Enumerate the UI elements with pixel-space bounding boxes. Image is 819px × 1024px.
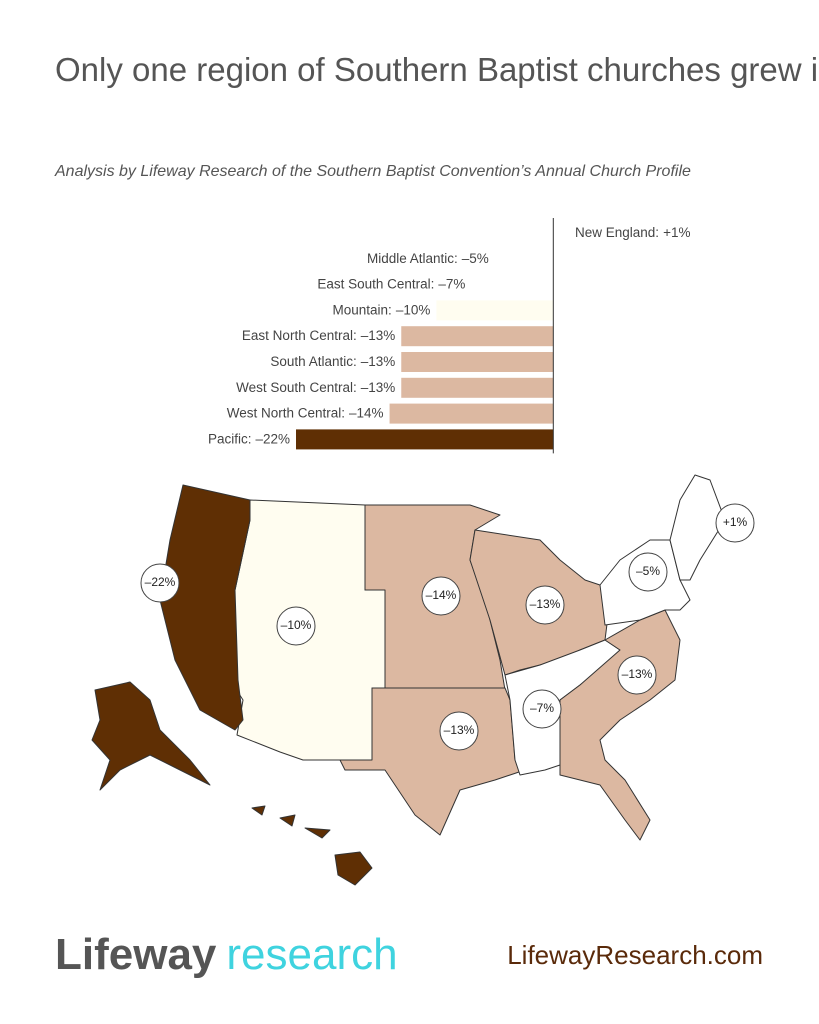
bar [494, 248, 554, 269]
site-url: LifewayResearch.com [507, 940, 763, 970]
map-label: –13% [530, 597, 561, 611]
bar-label: East North Central: –13% [242, 328, 395, 343]
bar [401, 326, 554, 347]
bar-label: Middle Atlantic: –5% [367, 250, 489, 265]
bar-chart: New England: +1% Middle Atlantic: –5% East S… [208, 218, 690, 454]
bar [401, 352, 554, 372]
map-label-bubble [522, 689, 562, 729]
category-label: Pacific: [208, 431, 252, 446]
bar-label: South Atlantic: –13% [270, 354, 395, 369]
bar-label: West South Central: –13% [236, 379, 395, 394]
chart-subtitle: Analysis by Lifeway Research of the Sout… [54, 163, 691, 180]
category-label: East South Central: [317, 276, 434, 291]
map-label-bubble [140, 563, 180, 603]
bar [471, 274, 554, 295]
map-region [251, 805, 266, 816]
logo-brand: Lifeway [55, 930, 217, 979]
value-label: –13% [361, 354, 396, 369]
bar [436, 300, 554, 321]
logo: Lifeway research [55, 930, 398, 979]
value-label: –7% [438, 276, 465, 291]
category-label: Mountain: [333, 302, 392, 317]
bar [296, 429, 554, 450]
map-region [91, 681, 211, 791]
bar-label: East South Central: –7% [317, 276, 465, 291]
category-label: West South Central: [236, 379, 357, 394]
map-label-bubble [421, 576, 461, 616]
map-label: –7% [530, 701, 554, 715]
map-label-bubble [715, 503, 755, 543]
map-label: –5% [636, 564, 660, 578]
category-label: Middle Atlantic: [367, 250, 458, 265]
category-label: West North Central: [227, 405, 345, 420]
logo-sub: research [226, 930, 397, 979]
map-label: –22% [145, 575, 176, 589]
bar-label: Mountain: –10% [333, 302, 431, 317]
map-region [304, 827, 331, 839]
value-label: –22% [255, 431, 290, 446]
category-label: New England: [575, 225, 659, 240]
value-label: –13% [361, 379, 396, 394]
value-label: –5% [462, 250, 489, 265]
chart-title: Only one region of Southern Baptist chur… [55, 51, 819, 88]
bar-label: West North Central: –14% [227, 405, 384, 420]
map-labels: +1% –5% –7% –10% –13% –13% –13% –14% –22% [140, 503, 755, 751]
map-label-bubble [617, 655, 657, 695]
value-label: –13% [361, 328, 396, 343]
category-label: South Atlantic: [270, 354, 356, 369]
map-label: –13% [444, 723, 475, 737]
category-label: East North Central: [242, 328, 357, 343]
map-label: +1% [723, 515, 748, 529]
map-label: –13% [622, 667, 653, 681]
title-text: Only one region of Southern Baptist chur… [55, 51, 819, 88]
map-region [334, 851, 373, 886]
map-region [279, 814, 296, 827]
bar [553, 223, 565, 243]
bar-label: Pacific: –22% [208, 431, 290, 446]
map-label-bubble [525, 585, 565, 625]
map-label: –14% [426, 588, 457, 602]
bar [401, 377, 554, 398]
value-label: –10% [396, 302, 431, 317]
map-label-bubble [439, 711, 479, 751]
bar [389, 403, 554, 424]
map-label-bubble [276, 606, 316, 646]
map-label-bubble [628, 552, 668, 592]
bar-label: New England: +1% [575, 225, 690, 240]
value-label: –14% [349, 405, 384, 420]
value-label: +1% [663, 225, 690, 240]
map-label: –10% [281, 618, 312, 632]
